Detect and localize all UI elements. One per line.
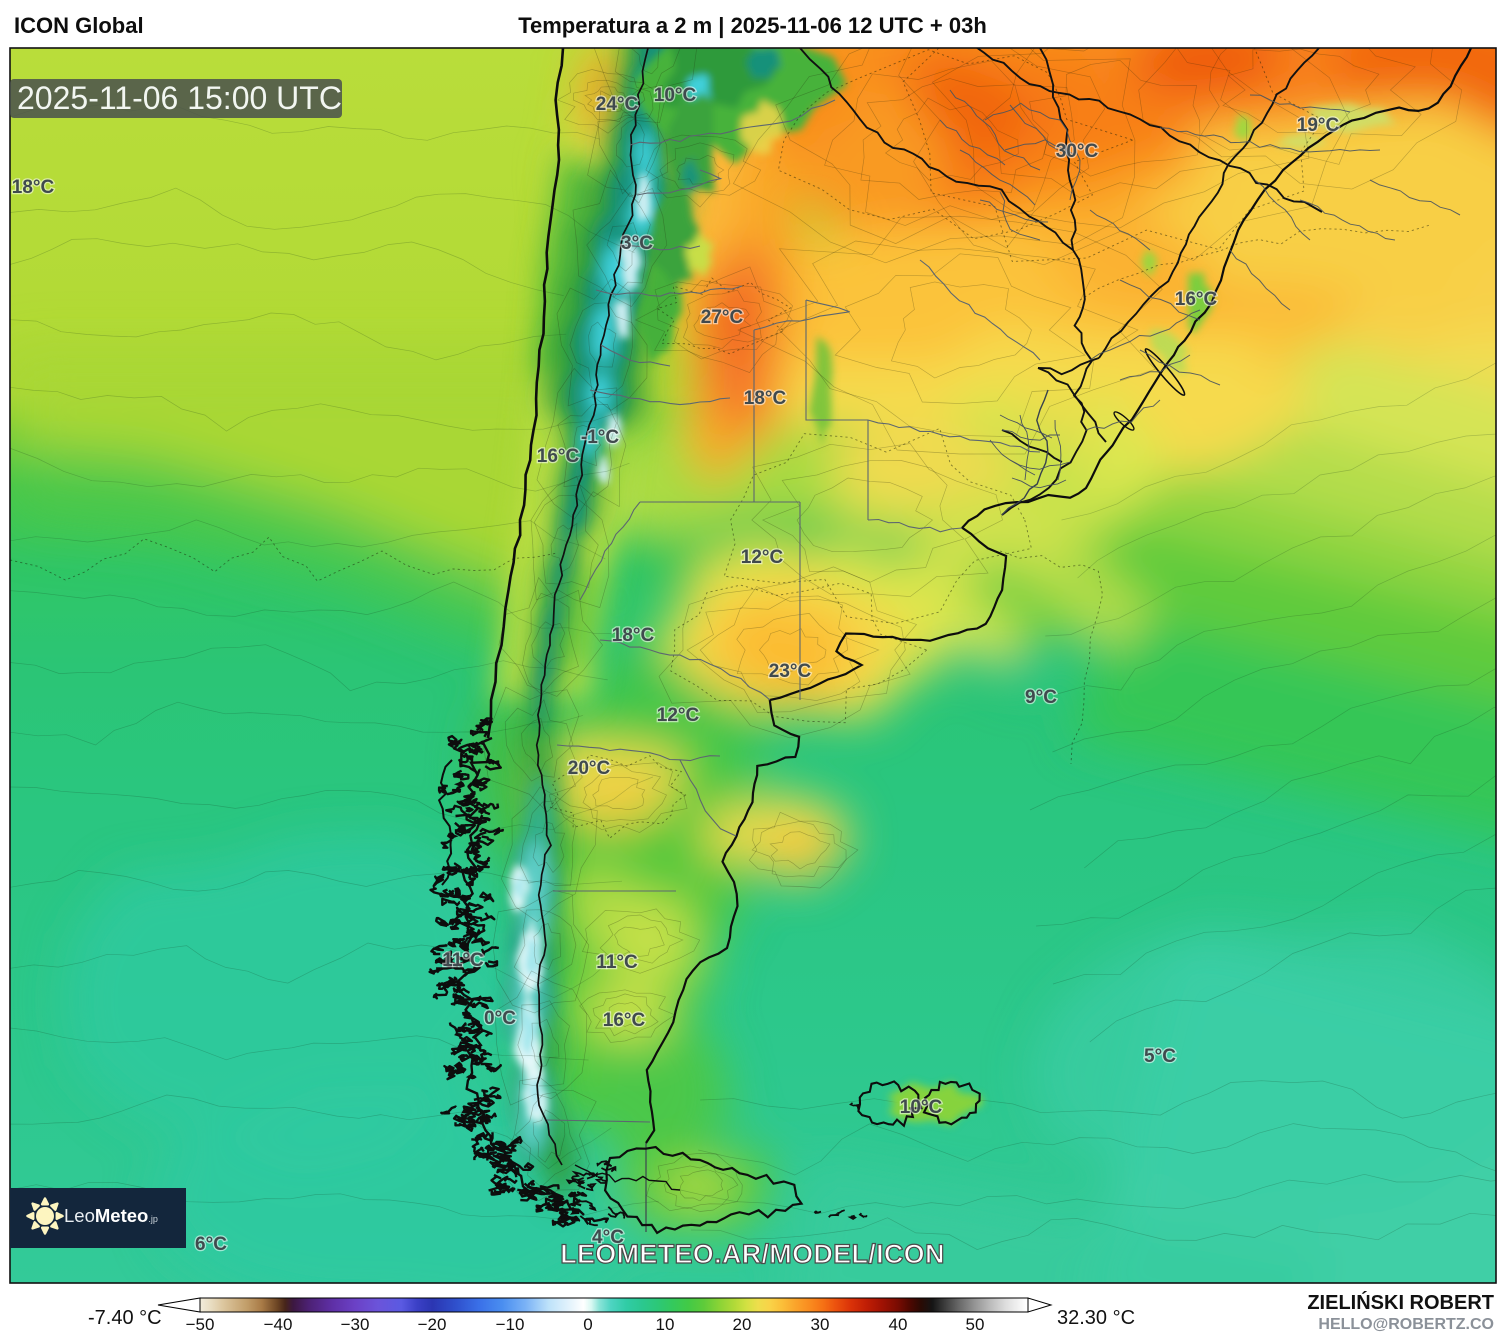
svg-text:40: 40 xyxy=(889,1315,908,1334)
svg-text:0°C: 0°C xyxy=(484,1008,516,1029)
svg-text:3°C: 3°C xyxy=(621,233,653,254)
svg-text:19°C: 19°C xyxy=(1297,115,1340,136)
svg-text:10°C: 10°C xyxy=(654,85,697,106)
svg-text:10°C: 10°C xyxy=(900,1097,943,1118)
svg-text:9°C: 9°C xyxy=(1025,687,1057,708)
svg-text:27°C: 27°C xyxy=(701,307,744,328)
svg-text:12°C: 12°C xyxy=(741,547,784,568)
svg-text:18°C: 18°C xyxy=(612,625,655,646)
svg-text:−50: −50 xyxy=(186,1315,215,1334)
svg-text:−10: −10 xyxy=(496,1315,525,1334)
svg-text:−20: −20 xyxy=(418,1315,447,1334)
svg-text:−30: −30 xyxy=(341,1315,370,1334)
svg-text:24°C: 24°C xyxy=(596,94,639,115)
svg-text:30: 30 xyxy=(811,1315,830,1334)
svg-text:50: 50 xyxy=(966,1315,985,1334)
svg-text:20: 20 xyxy=(733,1315,752,1334)
svg-text:LeoMeteo.jp: LeoMeteo.jp xyxy=(64,1205,158,1226)
svg-text:11°C: 11°C xyxy=(442,950,484,971)
svg-text:6°C: 6°C xyxy=(195,1234,227,1255)
svg-text:20°C: 20°C xyxy=(568,758,611,779)
svg-text:16°C: 16°C xyxy=(603,1010,646,1031)
svg-text:18°C: 18°C xyxy=(744,388,787,409)
svg-text:18°C: 18°C xyxy=(12,177,55,198)
svg-text:10: 10 xyxy=(656,1315,675,1334)
svg-text:5°C: 5°C xyxy=(1144,1046,1176,1067)
svg-text:12°C: 12°C xyxy=(657,705,700,726)
svg-text:16°C: 16°C xyxy=(1175,289,1218,310)
svg-text:16°C: 16°C xyxy=(537,446,580,467)
svg-text:23°C: 23°C xyxy=(769,661,812,682)
svg-text:-1°C: -1°C xyxy=(581,427,619,448)
svg-text:−40: −40 xyxy=(264,1315,293,1334)
svg-text:11°C: 11°C xyxy=(596,952,638,973)
svg-text:30°C: 30°C xyxy=(1056,141,1099,162)
svg-text:4°C: 4°C xyxy=(592,1227,624,1248)
svg-text:0: 0 xyxy=(583,1315,592,1334)
